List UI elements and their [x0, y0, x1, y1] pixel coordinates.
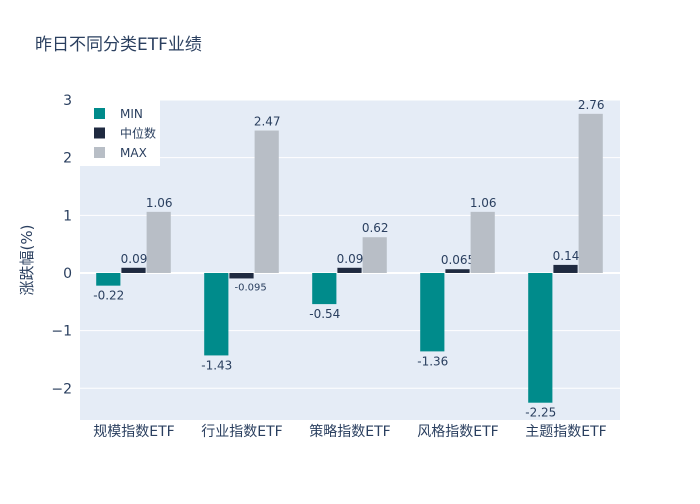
- data-label: 2.76: [578, 98, 605, 112]
- y-axis-label: 涨跌幅(%): [18, 225, 36, 296]
- x-tick-label: 行业指数ETF: [201, 424, 282, 440]
- bar[interactable]: [553, 264, 578, 273]
- legend-label: MIN: [120, 107, 143, 121]
- bars: -0.22 0.09 1.06 -1.43 -0.095 2.47 -0.54 0.09 0.6…: [93, 98, 604, 420]
- bar[interactable]: [578, 113, 603, 273]
- bar[interactable]: [337, 267, 362, 273]
- bar[interactable]: [470, 211, 495, 273]
- data-label: 2.47: [254, 115, 281, 129]
- legend[interactable]: MIN 中位数 MAX: [80, 100, 160, 166]
- bar[interactable]: [420, 272, 445, 352]
- data-label: 0.065: [441, 253, 475, 267]
- legend-swatch: [94, 108, 105, 119]
- x-tick-label: 主题指数ETF: [525, 424, 606, 440]
- data-label: -1.36: [417, 354, 448, 368]
- bar[interactable]: [146, 211, 171, 273]
- y-tick-label: 0: [63, 266, 72, 282]
- data-label: 1.06: [146, 196, 173, 210]
- y-tick-label: 3: [63, 93, 72, 109]
- data-label: -0.54: [309, 307, 340, 321]
- bar[interactable]: [204, 272, 229, 356]
- chart-title: 昨日不同分类ETF业绩: [35, 35, 202, 55]
- data-label: -1.43: [201, 358, 232, 372]
- bar[interactable]: [121, 267, 146, 273]
- bar[interactable]: [96, 272, 121, 286]
- bar[interactable]: [312, 272, 337, 305]
- bar[interactable]: [445, 269, 470, 273]
- data-label: 0.09: [337, 252, 364, 266]
- legend-label: 中位数: [120, 126, 156, 141]
- data-label: 0.14: [553, 249, 580, 263]
- bar[interactable]: [528, 272, 553, 403]
- x-tick-label: 规模指数ETF: [93, 424, 174, 440]
- y-tick-label: −1: [51, 324, 72, 340]
- data-label: 1.06: [470, 196, 497, 210]
- x-axis-ticks: 规模指数ETF 行业指数ETF 策略指数ETF 风格指数ETF 主题指数ETF: [93, 423, 606, 440]
- data-label: -0.22: [93, 289, 124, 303]
- y-axis-ticks: −2 −1 0 1 2 3: [51, 93, 72, 397]
- legend-box: [80, 100, 160, 166]
- legend-label: MAX: [120, 146, 147, 160]
- y-tick-label: 2: [63, 151, 72, 167]
- data-label: -0.095: [234, 282, 266, 293]
- y-tick-label: 1: [63, 208, 72, 224]
- legend-swatch: [94, 127, 105, 139]
- data-label: 0.09: [121, 252, 148, 266]
- bar[interactable]: [254, 130, 279, 273]
- x-tick-label: 策略指数ETF: [309, 423, 390, 440]
- x-tick-label: 风格指数ETF: [417, 424, 498, 440]
- legend-swatch: [94, 147, 105, 158]
- data-label: 0.62: [362, 221, 389, 235]
- bar[interactable]: [362, 237, 387, 273]
- bar[interactable]: [229, 272, 254, 279]
- data-label: -2.25: [525, 406, 556, 420]
- y-tick-label: −2: [51, 381, 72, 397]
